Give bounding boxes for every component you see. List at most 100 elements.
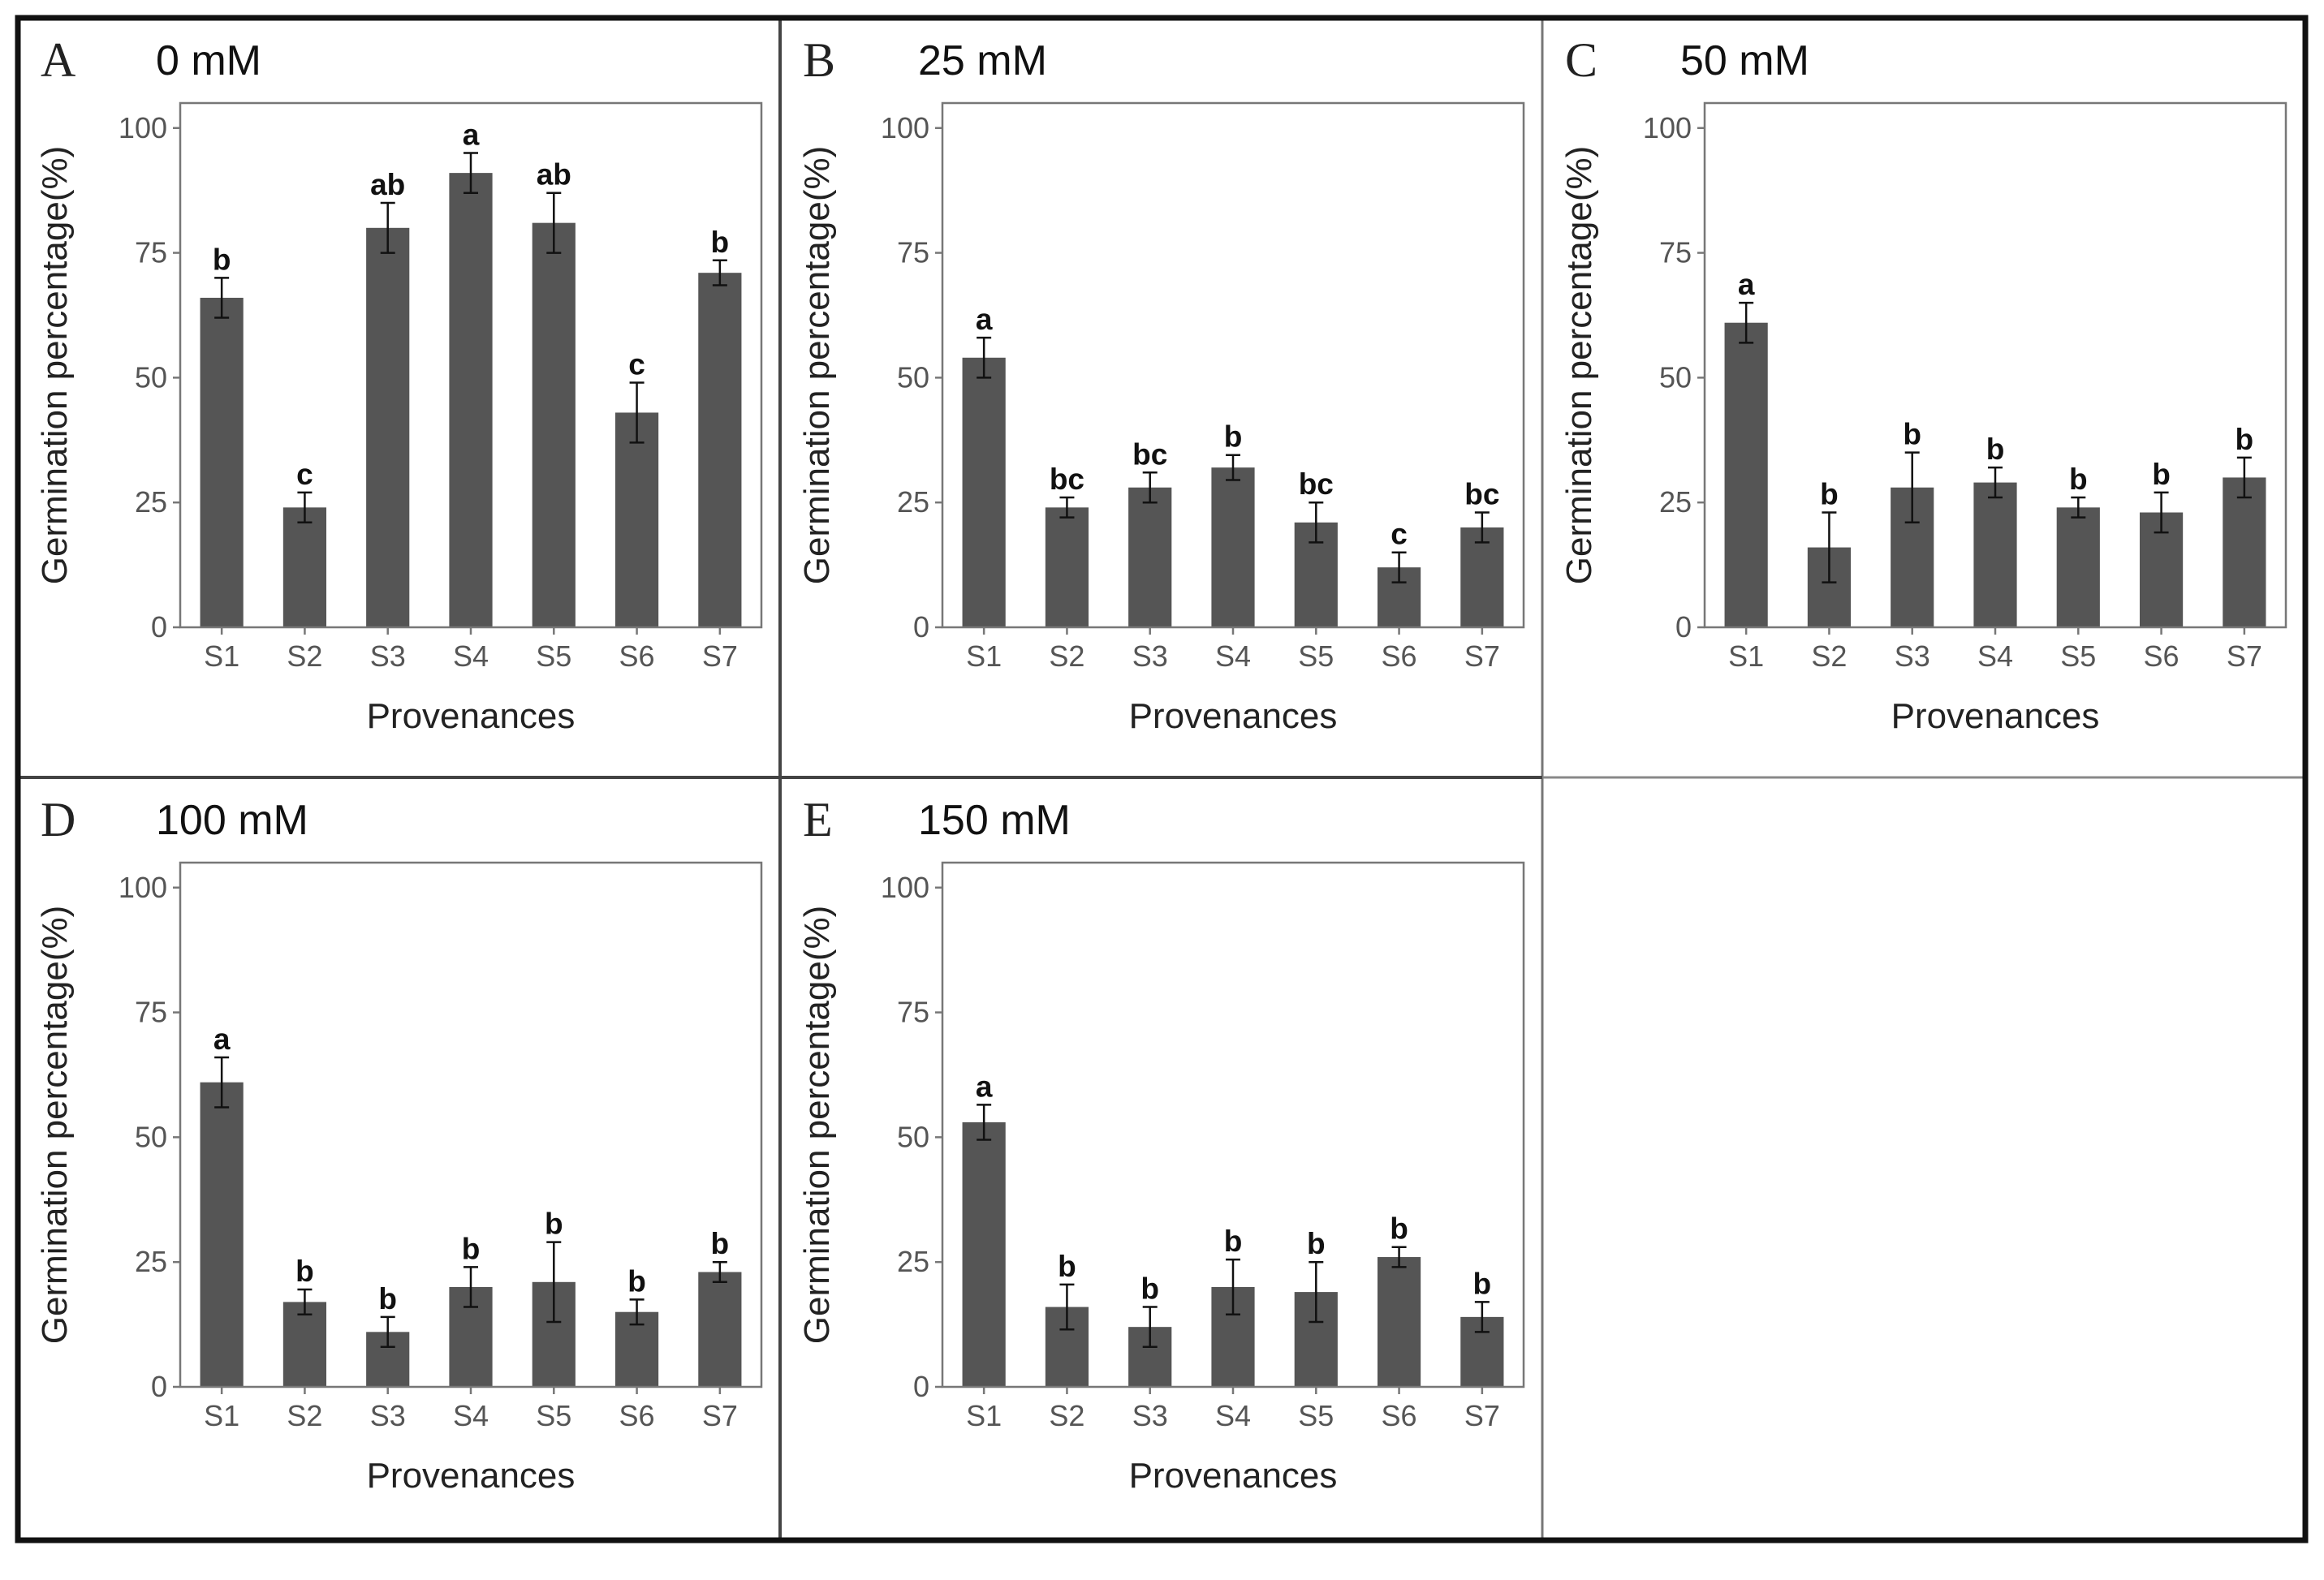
significance-letter: bc	[1050, 463, 1084, 496]
bar	[1128, 487, 1172, 627]
bar	[1973, 482, 2017, 627]
bar	[282, 1302, 327, 1387]
y-axis-ticks: 0 25 50 75 100	[1643, 111, 1705, 644]
y-tick-label: 25	[897, 485, 929, 519]
x-tick-label: S2	[1049, 1399, 1084, 1432]
y-tick-label: 100	[881, 871, 929, 904]
bar	[962, 357, 1006, 627]
y-tick-label: 25	[135, 485, 167, 519]
significance-letter: b	[1307, 1227, 1326, 1260]
panel-title: 150 mM	[918, 797, 1071, 844]
figure-frame	[15, 15, 2309, 1543]
bar	[1211, 467, 1255, 627]
bars: b c ab a ab c b	[200, 118, 742, 628]
x-tick-label: S2	[287, 1399, 322, 1432]
bar	[1460, 527, 1504, 627]
significance-letter: b	[1820, 477, 1839, 510]
x-tick-label: S7	[1464, 1399, 1500, 1432]
y-tick-label: 0	[151, 1370, 167, 1403]
panel-e: E 150 mM 0 25 50 75 100 a b b b b b b S1 S2 S3 S4 S5 S6…	[797, 793, 1525, 1496]
y-tick-label: 75	[135, 996, 167, 1029]
panel-d: D 100 mM 0 25 50 75 100 a b b b b b b S1 S2 S3 S4 S5 S6…	[35, 793, 763, 1496]
bar	[1724, 322, 1768, 627]
significance-letter: b	[2152, 458, 2171, 491]
y-tick-label: 100	[1643, 111, 1692, 144]
bars: a bc bc b bc c bc	[962, 303, 1504, 627]
significance-letter: b	[1473, 1267, 1492, 1300]
y-tick-label: 50	[1659, 360, 1692, 394]
y-axis-title: Germination percentage(%)	[35, 906, 75, 1344]
significance-letter: ab	[537, 158, 571, 192]
bar	[449, 173, 493, 628]
plot-frame	[941, 861, 1525, 1388]
significance-letter: a	[1738, 268, 1755, 301]
significance-letter: b	[213, 243, 231, 276]
x-axis-ticks: S1 S2 S3 S4 S5 S6 S7	[966, 1387, 1500, 1432]
y-tick-label: 75	[135, 236, 167, 269]
bar	[2056, 507, 2100, 627]
y-tick-label: 100	[881, 111, 929, 144]
bar	[1377, 1257, 1421, 1387]
y-tick-label: 0	[913, 1370, 929, 1403]
y-axis-title: Germination percentage(%)	[35, 146, 75, 584]
x-axis-title: Provenances	[1891, 696, 2100, 736]
y-axis-ticks: 0 25 50 75 100	[881, 111, 942, 644]
y-axis-title: Germination percentage(%)	[797, 146, 837, 584]
x-tick-label: S5	[2060, 639, 2096, 673]
significance-letter: b	[545, 1208, 563, 1241]
x-tick-label: S4	[1215, 1399, 1251, 1432]
x-tick-label: S3	[1895, 639, 1930, 673]
panel-letter: E	[803, 793, 833, 846]
x-tick-label: S1	[966, 639, 1002, 673]
panel-title: 0 mM	[156, 37, 261, 84]
panel-letter: A	[41, 33, 75, 87]
significance-letter: b	[2069, 463, 2088, 496]
x-tick-label: S5	[536, 639, 571, 673]
x-tick-label: S4	[1215, 639, 1251, 673]
x-axis-title: Provenances	[1129, 1456, 1338, 1496]
significance-letter: b	[1224, 1225, 1243, 1258]
bar	[962, 1121, 1006, 1387]
panel-a: A 0 mM 0 25 50 75 100 b c ab a ab c b S1 S2 S3 S4 S5 S6…	[35, 33, 763, 736]
y-tick-label: 25	[1659, 485, 1692, 519]
x-tick-label: S2	[1049, 639, 1084, 673]
significance-letter: a	[976, 1070, 993, 1103]
panel-letter: C	[1565, 33, 1597, 87]
y-tick-label: 75	[897, 236, 929, 269]
panel-letter: D	[41, 793, 75, 846]
significance-letter: c	[1391, 518, 1408, 551]
significance-letter: b	[378, 1282, 397, 1315]
plot-frame	[1703, 101, 2287, 629]
significance-letter: a	[213, 1022, 231, 1056]
significance-letter: b	[1058, 1250, 1076, 1283]
x-axis-ticks: S1 S2 S3 S4 S5 S6 S7	[204, 1387, 738, 1432]
x-tick-label: S5	[1298, 1399, 1334, 1432]
panel-title: 50 mM	[1680, 37, 1809, 84]
x-tick-label: S1	[204, 1399, 239, 1432]
bar	[614, 412, 659, 627]
x-tick-label: S6	[1382, 639, 1417, 673]
y-tick-label: 50	[135, 1120, 167, 1153]
significance-letter: c	[296, 458, 313, 491]
panel-title: 100 mM	[156, 797, 308, 844]
x-axis-title: Provenances	[367, 1456, 576, 1496]
bar	[1045, 507, 1089, 627]
x-tick-label: S7	[702, 1399, 738, 1432]
y-axis-ticks: 0 25 50 75 100	[881, 871, 942, 1403]
x-tick-label: S5	[536, 1399, 571, 1432]
significance-letter: b	[1224, 420, 1243, 454]
y-tick-label: 50	[135, 360, 167, 394]
significance-letter: b	[1390, 1212, 1408, 1246]
x-axis-ticks: S1 S2 S3 S4 S5 S6 S7	[966, 627, 1500, 673]
x-tick-label: S2	[1811, 639, 1847, 673]
y-tick-label: 0	[1675, 610, 1692, 644]
significance-letter: b	[295, 1255, 314, 1288]
y-axis-title: Germination percentage(%)	[797, 906, 837, 1344]
x-tick-label: S7	[1464, 639, 1500, 673]
y-tick-label: 0	[151, 610, 167, 644]
bar	[282, 507, 327, 627]
significance-letter: b	[711, 226, 730, 259]
plot-frame	[941, 101, 1525, 629]
